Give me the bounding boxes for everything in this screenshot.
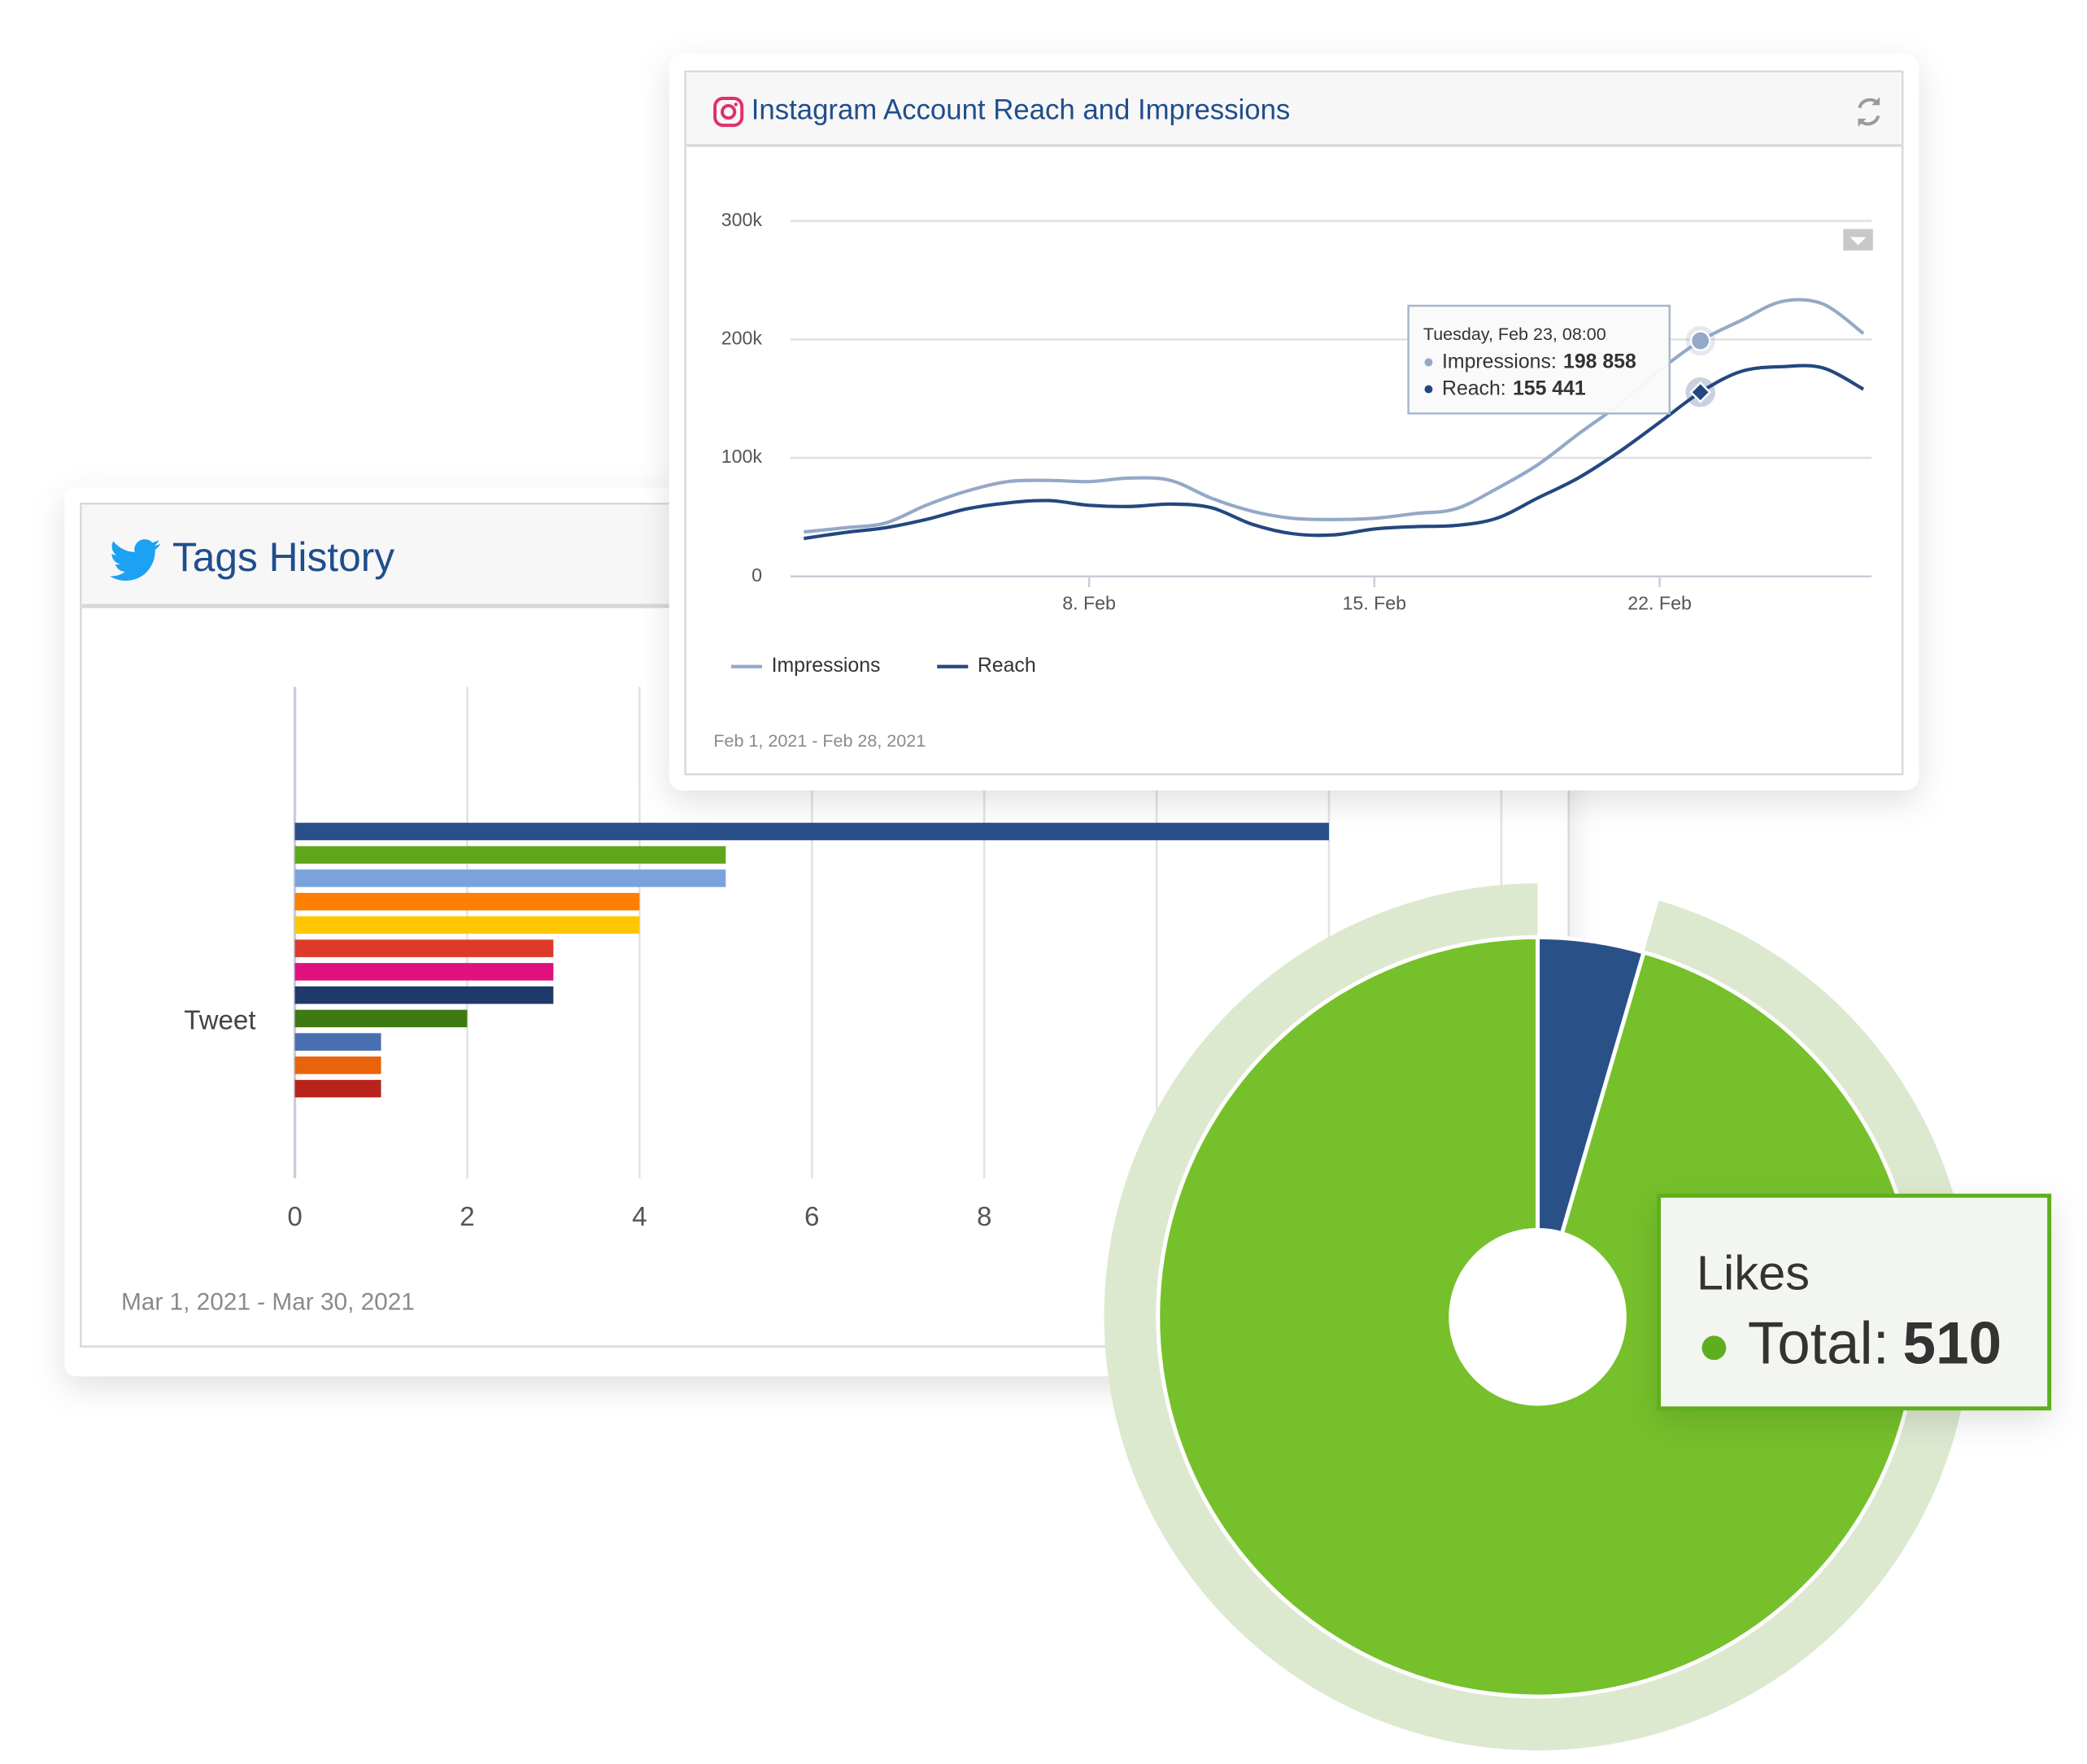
x-tick-label: 0 [287,1202,302,1232]
tooltip-row: Reach: 155 441 [1442,377,1586,399]
category-label: Tweet [184,1005,255,1035]
pie-hole [1449,1227,1627,1406]
hover-marker [1689,381,1712,403]
twitter-icon [109,539,161,581]
date-range: Feb 1, 2021 - Feb 28, 2021 [713,731,926,751]
tooltip-value: 510 [1902,1311,2002,1377]
tooltip-box [1407,304,1671,415]
y-tick-label: 100k [721,446,763,467]
x-tick-label: 4 [632,1202,647,1232]
hover-marker [1689,330,1711,351]
bar [294,986,554,1004]
tooltip-title: Likes [1697,1245,1810,1300]
line-plot: 0 100k 200k 300k 8. Feb 15. Feb 22. Feb Impress… [721,209,1872,677]
y-tick-label: 200k [721,327,763,348]
instagram-icon [713,97,744,128]
bar [294,1056,381,1074]
tooltip-title: Tuesday, Feb 23, 08:00 [1423,324,1606,344]
tooltip-value: 198 858 [1563,351,1636,372]
x-tick-label: 8 [977,1202,991,1232]
bar [294,846,726,864]
y-tick-label: 0 [752,564,762,586]
card-frame [684,70,1904,776]
tooltip-row: Impressions: 198 858 [1442,351,1636,372]
tooltip-dot [1701,1335,1727,1361]
instagram-card: Instagram Account Reach and Impressions … [669,54,1919,791]
bar [294,869,726,887]
export-icon[interactable] [1843,229,1873,251]
legend-label: Reach [978,655,1036,677]
date-range: Mar 1, 2021 - Mar 30, 2021 [121,1289,415,1316]
bar [294,892,640,911]
tooltip-dot [1424,358,1433,367]
card-header [686,72,1902,145]
bar [294,1009,468,1028]
card-title: Tags History [172,534,394,580]
x-tick-label: 2 [460,1202,474,1232]
pie-plot: Likes Total: 510 [1104,883,2052,1751]
bar [294,963,554,981]
tooltip-row: Total: 510 [1748,1311,2002,1377]
line-series [804,298,1865,534]
tooltip-box [1657,1193,2052,1411]
tooltip-label: Impressions: [1442,351,1557,372]
bar [294,916,640,934]
bar [294,822,1329,841]
x-tick-label: 6 [804,1202,819,1232]
x-tick-label: 22. Feb [1627,593,1692,614]
tooltip-label: Total: [1748,1311,1889,1377]
bar [294,1033,381,1051]
y-tick-label: 300k [721,209,763,230]
x-tick-label: 8. Feb [1062,593,1116,614]
x-tick-label: 15. Feb [1343,593,1407,614]
bar [294,939,554,957]
tooltip-dot [1424,385,1433,394]
line-series [804,364,1865,541]
refresh-icon[interactable] [1858,97,1880,127]
tooltip-label: Reach: [1442,377,1506,399]
tooltip-value: 155 441 [1513,377,1586,399]
bar [294,1079,381,1098]
legend-label: Impressions [772,655,881,677]
card-title: Instagram Account Reach and Impressions [752,95,1291,126]
